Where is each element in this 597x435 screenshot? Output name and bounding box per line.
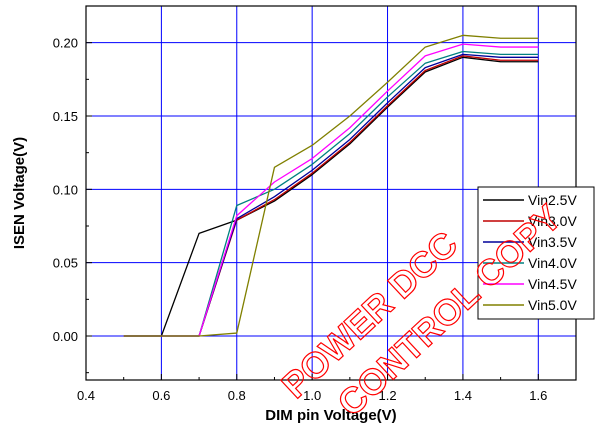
y-tick-label: 0.15 bbox=[53, 109, 78, 124]
x-tick-label: 1.2 bbox=[378, 388, 396, 403]
legend-label: Vin3.5V bbox=[528, 234, 577, 250]
legend: Vin2.5V Vin3.0V Vin3.5V Vin4.0V Vin4.5V Vin5.… bbox=[477, 186, 595, 320]
y-tick-label: 0.00 bbox=[53, 329, 78, 344]
series-line-vin2-5v bbox=[123, 56, 539, 337]
y-tick-label: 0.20 bbox=[53, 36, 78, 51]
y-tick-label: 0.05 bbox=[53, 256, 78, 271]
series-lines bbox=[123, 34, 539, 337]
legend-label: Vin5.0V bbox=[528, 297, 577, 313]
y-tick-label: 0.10 bbox=[53, 182, 78, 197]
legend-label: Vin3.0V bbox=[528, 213, 577, 229]
x-tick-label: 1.6 bbox=[529, 388, 547, 403]
y-axis-label: ISEN Voltage(V) bbox=[11, 137, 28, 249]
x-tick-label: 1.0 bbox=[303, 388, 321, 403]
x-axis-label: DIM pin Voltage(V) bbox=[265, 407, 396, 424]
x-tick-label: 1.4 bbox=[454, 388, 472, 403]
x-tick-label: 0.6 bbox=[152, 388, 170, 403]
x-tick-label: 0.8 bbox=[228, 388, 246, 403]
axis-ticks: 0.4 0.6 0.8 1.0 1.2 1.4 1.6 0.00 0.05 0.10 0.15 0.2… bbox=[53, 36, 577, 403]
series-line-vin5-0v bbox=[123, 34, 539, 337]
x-tick-label: 0.4 bbox=[77, 388, 95, 403]
legend-label: Vin2.5V bbox=[528, 192, 577, 208]
legend-label: Vin4.5V bbox=[528, 276, 577, 292]
legend-box bbox=[477, 186, 595, 320]
legend-label: Vin4.0V bbox=[528, 255, 577, 271]
